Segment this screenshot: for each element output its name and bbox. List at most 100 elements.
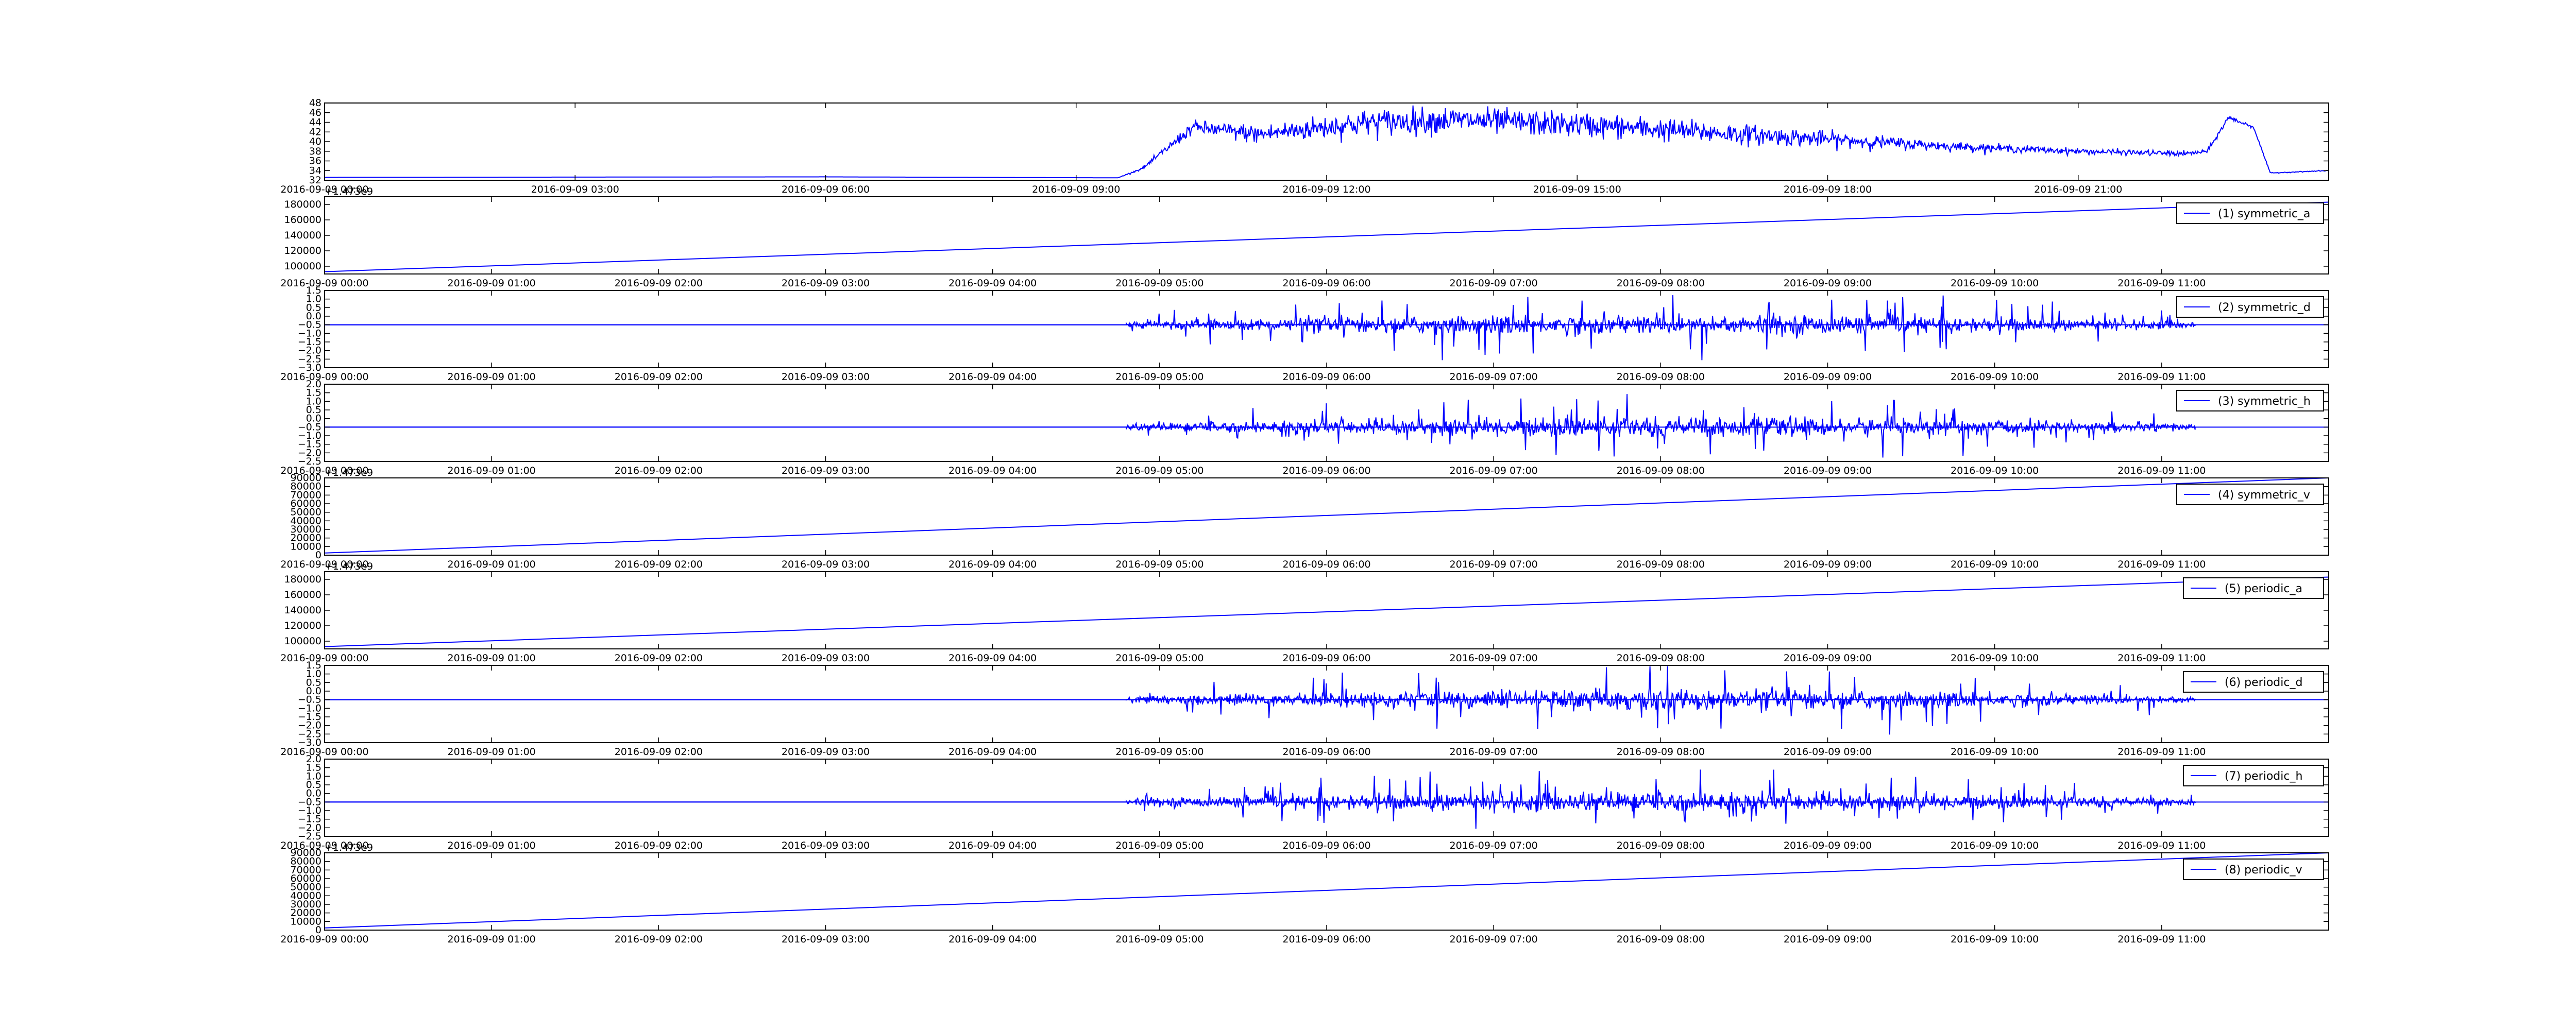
legend-frame: [2176, 296, 2324, 318]
panel-4-offset-text: +1.473e9: [325, 467, 373, 478]
panel-3-xtick-label: 2016-09-09 05:00: [1115, 465, 1204, 476]
panel-1-xtick-label: 2016-09-09 06:00: [1282, 278, 1370, 289]
panel-6-xtick-label: 2016-09-09 09:00: [1784, 746, 1872, 758]
panel-3-xtick-label: 2016-09-09 03:00: [782, 465, 870, 476]
panel-8-xtick-label: 2016-09-09 09:00: [1784, 934, 1872, 945]
panel-8-ytick-label: 40000: [291, 890, 321, 901]
panel-4-ytick-label: 10000: [291, 541, 321, 552]
panel-7-ytick-label: 1.5: [306, 762, 321, 774]
panel-5-xtick-label: 2016-09-09 09:00: [1784, 653, 1872, 664]
panel-5-ytick-label: 100000: [284, 636, 321, 647]
panel-5-ytick-label: 180000: [284, 574, 321, 585]
panel-2-ytick-label: 0.0: [306, 311, 321, 322]
panel-6-xtick-label: 2016-09-09 01:00: [448, 746, 536, 758]
panel-5-xtick-label: 2016-09-09 05:00: [1115, 653, 1204, 664]
panel-7-xtick-label: 2016-09-09 08:00: [1617, 840, 1705, 851]
panel-8: 0100002000030000400005000060000700008000…: [280, 842, 2329, 945]
panel-7-ytick-label: 1.0: [306, 770, 321, 782]
panel-3-ytick-label: −2.0: [298, 447, 321, 458]
panel-6-ytick-label: −1.0: [298, 702, 321, 714]
panel-0-xtick-label: 2016-09-09 06:00: [782, 184, 870, 195]
panel-0-xtick-label: 2016-09-09 18:00: [1784, 184, 1872, 195]
panel-5-ytick-label: 160000: [284, 589, 321, 600]
panel-4-ytick-label: 50000: [291, 507, 321, 518]
panel-4-xtick-label: 2016-09-09 08:00: [1617, 559, 1705, 570]
panel-6-ytick-label: −2.5: [298, 728, 321, 740]
panel-8-ytick-label: 60000: [291, 873, 321, 884]
panel-8-xtick-label: 2016-09-09 00:00: [280, 934, 368, 945]
panel-0-ytick-label: 40: [309, 136, 321, 147]
panel-3: 2.01.51.00.50.0−0.5−1.0−1.5−2.0−2.52016-…: [280, 379, 2329, 476]
panel-8-series-line: [324, 852, 2329, 929]
panel-4-ytick-label: 30000: [291, 524, 321, 535]
panel-7-xtick-label: 2016-09-09 07:00: [1450, 840, 1538, 851]
panel-2-ytick-label: −1.0: [298, 328, 321, 339]
panel-0-ytick-label: 34: [309, 165, 321, 176]
panel-6-frame: [324, 665, 2329, 743]
panel-3-ytick-label: 0.0: [306, 413, 321, 424]
panel-2-ytick-label: −0.5: [298, 319, 321, 331]
panel-3-xtick-label: 2016-09-09 07:00: [1450, 465, 1538, 476]
legend-label: (4) symmetric_v: [2218, 489, 2310, 502]
panel-1: 100000 120000 140000 160000 180000 2016-09-09…: [280, 186, 2329, 289]
panel-2-xtick-label: 2016-09-09 02:00: [615, 371, 703, 383]
panel-6-xtick-label: 2016-09-09 11:00: [2117, 746, 2206, 758]
panel-3-ytick-label: −0.5: [298, 421, 321, 433]
panel-3-series-line: [325, 394, 2196, 458]
panel-2-xtick-label: 2016-09-09 11:00: [2117, 371, 2206, 383]
panel-5-xtick-label: 2016-09-09 00:00: [280, 653, 368, 664]
panel-6: 1.51.00.50.0−0.5−1.0−1.5−2.0−2.5−3.02016…: [280, 660, 2329, 758]
panel-8-xtick-label: 2016-09-09 07:00: [1450, 934, 1538, 945]
panel-4-ytick-label: 60000: [291, 498, 321, 509]
panel-4-ytick-label: 0: [315, 550, 321, 561]
panel-1-xtick-label: 2016-09-09 10:00: [1951, 278, 2039, 289]
panel-2: 1.51.00.50.0−0.5−1.0−1.5−2.0−2.5−3.02016…: [280, 285, 2329, 383]
panel-2-xtick-label: 2016-09-09 10:00: [1951, 371, 2039, 383]
panel-6-xtick-label: 2016-09-09 06:00: [1282, 746, 1370, 758]
panel-6-xtick-label: 2016-09-09 04:00: [948, 746, 1037, 758]
panel-4-xtick-label: 2016-09-09 09:00: [1784, 559, 1872, 570]
panel-1-xtick-label: 2016-09-09 08:00: [1617, 278, 1705, 289]
panel-1-frame: [324, 196, 2329, 274]
legend-label: (3) symmetric_h: [2218, 395, 2311, 408]
panel-2-xtick-label: 2016-09-09 05:00: [1115, 371, 1204, 383]
panel-3-ytick-label: 1.5: [306, 387, 321, 399]
panel-7-xtick-label: 2016-09-09 02:00: [615, 840, 703, 851]
panel-0-ytick-label: 42: [309, 126, 321, 138]
panel-4-ytick-label: 40000: [291, 515, 321, 526]
panel-1-xtick-label: 2016-09-09 05:00: [1115, 278, 1204, 289]
panel-8-xtick-label: 2016-09-09 04:00: [948, 934, 1037, 945]
panel-3-xtick-label: 2016-09-09 08:00: [1617, 465, 1705, 476]
panel-4-xtick-label: 2016-09-09 03:00: [782, 559, 870, 570]
panel-8-xtick-label: 2016-09-09 03:00: [782, 934, 870, 945]
panel-2-xtick-label: 2016-09-09 03:00: [782, 371, 870, 383]
panel-6-ytick-label: −0.5: [298, 694, 321, 706]
panel-3-ytick-label: −1.0: [298, 430, 321, 441]
panel-5-xtick-label: 2016-09-09 02:00: [615, 653, 703, 664]
panel-0-ytick-label: 48: [309, 97, 321, 109]
panel-1-xtick-label: 2016-09-09 03:00: [782, 278, 870, 289]
legend-label: (7) periodic_h: [2225, 770, 2302, 783]
panel-4-ytick-label: 20000: [291, 533, 321, 544]
panel-2-ytick-label: 0.5: [306, 302, 321, 313]
panel-8-ytick-label: 80000: [291, 856, 321, 867]
panel-2-ytick-label: −1.5: [298, 336, 321, 348]
panel-6-xtick-label: 2016-09-09 02:00: [615, 746, 703, 758]
legend-label: (2) symmetric_d: [2218, 301, 2311, 314]
legend-label: (8) periodic_v: [2225, 864, 2302, 877]
panel-7-ytick-label: 2.0: [306, 753, 321, 765]
panel-1-xtick-label: 2016-09-09 09:00: [1784, 278, 1872, 289]
panel-8-xtick-label: 2016-09-09 11:00: [2117, 934, 2206, 945]
panel-7-xtick-label: 2016-09-09 00:00: [280, 840, 368, 851]
panel-3-xtick-label: 2016-09-09 04:00: [948, 465, 1037, 476]
panel-4-series-line: [324, 477, 2329, 554]
panel-3-xtick-label: 2016-09-09 02:00: [615, 465, 703, 476]
panel-4-xtick-label: 2016-09-09 02:00: [615, 559, 703, 570]
panel-7-ytick-label: 0.0: [306, 788, 321, 799]
panel-3-xtick-label: 2016-09-09 06:00: [1282, 465, 1370, 476]
panel-5-xtick-label: 2016-09-09 03:00: [782, 653, 870, 664]
panel-1-xtick-label: 2016-09-09 07:00: [1450, 278, 1538, 289]
panel-8-ytick-label: 10000: [291, 916, 321, 927]
panel-3-ytick-label: −2.5: [298, 456, 321, 467]
